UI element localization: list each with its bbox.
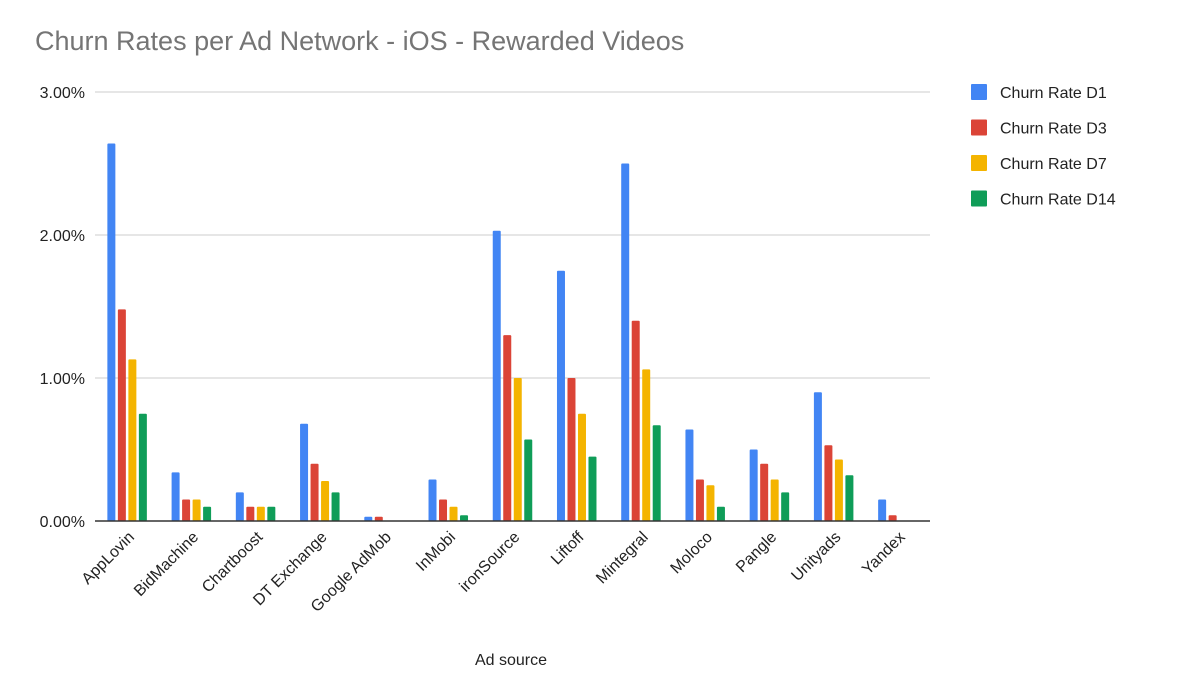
bar-churn-rate-d7-bidmachine (192, 499, 201, 521)
bar-churn-rate-d3-google-admob (374, 516, 383, 521)
bar-churn-rate-d1-chartboost (235, 492, 244, 521)
bar-churn-rate-d1-pangle (749, 449, 758, 521)
legend-label: Churn Rate D3 (1000, 121, 1107, 138)
y-tick-label: 2.00% (40, 228, 85, 245)
legend-swatch (971, 155, 987, 171)
bar-churn-rate-d1-liftoff (556, 270, 565, 521)
bar-churn-rate-d7-pangle (770, 479, 779, 521)
legend-label: Churn Rate D1 (1000, 85, 1107, 102)
bar-churn-rate-d14-inmobi (460, 515, 469, 521)
legend-item: Churn Rate D1 (971, 84, 1107, 102)
bar-churn-rate-d7-inmobi (449, 506, 458, 521)
bar-churn-rate-d7-applovin (128, 359, 137, 521)
x-tick-label: Unityads (788, 529, 844, 585)
bar-churn-rate-d14-liftoff (588, 456, 597, 521)
bar-churn-rate-d3-moloco (695, 479, 704, 521)
bar-churn-rate-d14-applovin (138, 413, 147, 521)
legend-swatch (971, 84, 987, 100)
x-tick-label: BidMachine (131, 529, 202, 600)
x-tick-label: Yandex (859, 529, 909, 579)
bar-churn-rate-d3-inmobi (439, 499, 448, 521)
y-axis-ticks: 0.00% 1.00% 2.00% 3.00% (40, 85, 85, 531)
bar-churn-rate-d3-applovin (117, 309, 126, 521)
bar-churn-rate-d7-unityads (834, 459, 843, 521)
legend-swatch (971, 190, 987, 207)
bar-churn-rate-d1-moloco (685, 429, 694, 521)
bar-churn-rate-d3-pangle (760, 463, 769, 521)
bar-churn-rate-d3-liftoff (567, 378, 576, 521)
bar-churn-rate-d1-unityads (813, 392, 822, 521)
x-tick-label: AppLovin (79, 529, 138, 588)
legend-item: Churn Rate D14 (971, 190, 1116, 209)
bar-churn-rate-d1-mintegral (621, 163, 630, 521)
x-tick-label: InMobi (413, 529, 459, 575)
legend-item: Churn Rate D7 (971, 155, 1107, 173)
y-tick-label: 0.00% (40, 514, 85, 531)
legend-label: Churn Rate D7 (1000, 156, 1107, 173)
bars (107, 143, 897, 522)
bar-churn-rate-d3-ironsource (503, 335, 512, 521)
bar-churn-rate-d14-pangle (781, 492, 790, 521)
y-tick-label: 3.00% (40, 85, 85, 102)
bar-churn-rate-d7-liftoff (577, 413, 586, 521)
bar-churn-rate-d14-chartboost (267, 506, 276, 521)
x-tick-label: Mintegral (593, 529, 652, 588)
bar-churn-rate-d14-unityads (845, 475, 854, 521)
bar-churn-rate-d3-unityads (824, 445, 833, 521)
legend-label: Churn Rate D14 (1000, 192, 1116, 209)
bar-churn-rate-d1-dt-exchange (300, 423, 309, 521)
bar-churn-rate-d14-mintegral (652, 425, 661, 521)
bar-churn-rate-d1-applovin (107, 143, 116, 522)
bar-churn-rate-d7-ironsource (513, 378, 522, 521)
bar-churn-rate-d14-dt-exchange (331, 492, 340, 521)
bar-churn-rate-d3-dt-exchange (310, 463, 319, 521)
bar-churn-rate-d14-moloco (716, 506, 725, 521)
x-axis-label: Ad source (475, 652, 547, 669)
x-tick-label: Chartboost (199, 528, 267, 596)
x-tick-label: Moloco (668, 529, 717, 578)
legend-item: Churn Rate D3 (971, 119, 1107, 138)
bar-churn-rate-d1-bidmachine (171, 472, 180, 521)
x-tick-label: Pangle (733, 529, 780, 576)
bar-churn-rate-d3-bidmachine (182, 499, 191, 521)
bar-churn-rate-d1-google-admob (364, 516, 373, 521)
x-tick-label: ironSource (457, 529, 524, 596)
bar-churn-rate-d7-mintegral (642, 369, 651, 521)
legend: Churn Rate D1 Churn Rate D3 Churn Rate D7 C… (971, 84, 1116, 209)
bar-churn-rate-d7-moloco (706, 485, 715, 521)
bar-churn-rate-d7-chartboost (256, 506, 265, 521)
bar-churn-rate-d3-chartboost (246, 506, 255, 521)
gridlines (95, 91, 930, 379)
x-tick-label: Liftoff (548, 528, 588, 568)
bar-churn-rate-d1-yandex (878, 499, 887, 521)
bar-churn-rate-d14-ironsource (524, 439, 533, 521)
bar-churn-rate-d1-inmobi (428, 479, 437, 521)
bar-churn-rate-d7-dt-exchange (321, 480, 330, 521)
bar-churn-rate-d14-bidmachine (203, 506, 212, 521)
chart-title: Churn Rates per Ad Network - iOS - Rewar… (35, 26, 684, 56)
legend-swatch (971, 119, 987, 136)
bar-churn-rate-d3-mintegral (631, 320, 640, 521)
bar-churn-rate-d1-ironsource (492, 230, 501, 521)
y-tick-label: 1.00% (40, 371, 85, 388)
bar-churn-rate-d3-yandex (888, 515, 897, 521)
